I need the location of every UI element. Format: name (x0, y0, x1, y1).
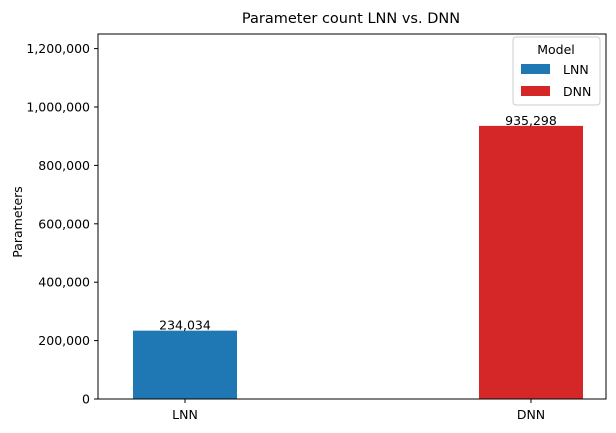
x-tick-label-lnn: LNN (172, 407, 198, 422)
y-tick-label: 0 (82, 392, 90, 407)
x-tick-label-dnn: DNN (517, 407, 545, 422)
legend-swatch-dnn (521, 86, 550, 96)
data-label-dnn: 935,298 (505, 113, 557, 128)
plot-frame (97, 33, 607, 400)
x-axis-ticks: LNN DNN (172, 399, 545, 422)
legend: Model LNN DNN (512, 36, 601, 106)
y-tick-label: 1,200,000 (26, 41, 90, 56)
data-label-lnn: 234,034 (159, 318, 211, 333)
bar-lnn (133, 330, 237, 399)
bar-dnn (479, 125, 583, 400)
legend-label-dnn: DNN (563, 84, 591, 99)
y-tick-label: 800,000 (38, 158, 90, 173)
legend-title: Model (537, 42, 575, 57)
bars-group (133, 125, 583, 400)
y-axis-ticks: 0 200,000 400,000 600,000 800,000 1,000,000 1,… (26, 41, 98, 407)
data-labels-group: 234,034 935,298 (159, 113, 557, 333)
y-tick-label: 400,000 (38, 275, 90, 290)
y-tick-label: 600,000 (38, 216, 90, 231)
y-tick-label: 200,000 (38, 333, 90, 348)
y-axis-label: Parameters (10, 186, 25, 258)
y-tick-label: 1,000,000 (26, 100, 90, 115)
legend-swatch-lnn (521, 64, 550, 74)
chart-title: Parameter count LNN vs. DNN (242, 11, 460, 27)
legend-label-lnn: LNN (563, 62, 589, 77)
